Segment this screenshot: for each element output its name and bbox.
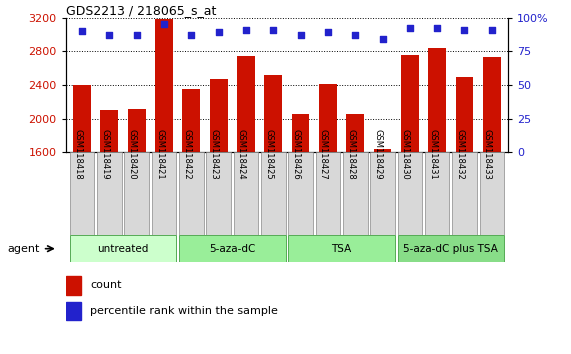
Text: GSM118418: GSM118418	[73, 129, 82, 180]
Text: GDS2213 / 218065_s_at: GDS2213 / 218065_s_at	[66, 4, 216, 17]
Text: GSM118431: GSM118431	[428, 129, 437, 180]
Bar	[237, 56, 255, 152]
Text: GSM118421: GSM118421	[155, 130, 164, 180]
Text: GSM118423: GSM118423	[210, 129, 219, 180]
Bar	[210, 79, 227, 152]
Bar	[66, 276, 81, 295]
Bar	[206, 152, 231, 235]
Text: GSM118419: GSM118419	[100, 130, 110, 180]
Bar	[155, 19, 173, 152]
Bar	[319, 84, 337, 152]
Bar	[370, 152, 395, 235]
Bar	[234, 152, 258, 235]
Bar	[66, 302, 81, 320]
Text: GSM118432: GSM118432	[456, 129, 464, 180]
Text: GSM118422: GSM118422	[182, 130, 191, 180]
Text: percentile rank within the sample: percentile rank within the sample	[90, 306, 278, 316]
Bar	[428, 48, 446, 152]
Bar	[292, 114, 309, 152]
Bar	[179, 152, 204, 235]
Bar	[343, 152, 368, 235]
Point	[187, 32, 196, 38]
Bar	[401, 55, 419, 152]
Bar	[456, 78, 473, 152]
Bar	[183, 89, 200, 152]
Bar	[179, 235, 286, 262]
Bar	[288, 235, 395, 262]
Point	[323, 30, 332, 35]
Bar	[483, 57, 501, 152]
Bar	[73, 85, 91, 152]
Point	[242, 27, 251, 33]
Point	[269, 27, 278, 33]
Bar	[100, 110, 118, 152]
Text: GSM118430: GSM118430	[401, 129, 410, 180]
Bar	[264, 75, 282, 152]
Bar	[152, 152, 176, 235]
Bar	[480, 152, 504, 235]
Point	[78, 28, 87, 34]
Text: GSM118433: GSM118433	[483, 129, 492, 180]
Bar	[97, 152, 122, 235]
Bar	[288, 152, 313, 235]
Bar	[316, 152, 340, 235]
Text: count: count	[90, 280, 122, 291]
Text: GSM118426: GSM118426	[292, 129, 300, 180]
Point	[487, 27, 496, 33]
Point	[433, 25, 442, 31]
Text: GSM118425: GSM118425	[264, 130, 274, 180]
Text: 5-aza-dC: 5-aza-dC	[209, 244, 255, 254]
Bar	[261, 152, 286, 235]
Text: TSA: TSA	[331, 244, 352, 254]
Bar	[70, 152, 94, 235]
Point	[132, 32, 141, 38]
Text: GSM118427: GSM118427	[319, 129, 328, 180]
Bar	[425, 152, 449, 235]
Bar	[347, 114, 364, 152]
Text: GSM118428: GSM118428	[346, 129, 355, 180]
Text: untreated: untreated	[97, 244, 148, 254]
Bar	[397, 152, 422, 235]
Point	[405, 25, 415, 31]
Bar	[452, 152, 477, 235]
Bar	[373, 149, 391, 152]
Point	[159, 22, 168, 27]
Point	[460, 27, 469, 33]
Text: GSM118420: GSM118420	[128, 130, 136, 180]
Text: agent: agent	[7, 244, 39, 254]
Text: GSM118424: GSM118424	[237, 130, 246, 180]
Point	[214, 30, 223, 35]
Point	[378, 36, 387, 42]
Bar	[128, 108, 146, 152]
Point	[105, 32, 114, 38]
Point	[296, 32, 305, 38]
Bar	[124, 152, 149, 235]
Bar	[397, 235, 504, 262]
Point	[351, 32, 360, 38]
Bar	[70, 235, 176, 262]
Text: GSM118429: GSM118429	[373, 130, 383, 180]
Text: 5-aza-dC plus TSA: 5-aza-dC plus TSA	[403, 244, 498, 254]
